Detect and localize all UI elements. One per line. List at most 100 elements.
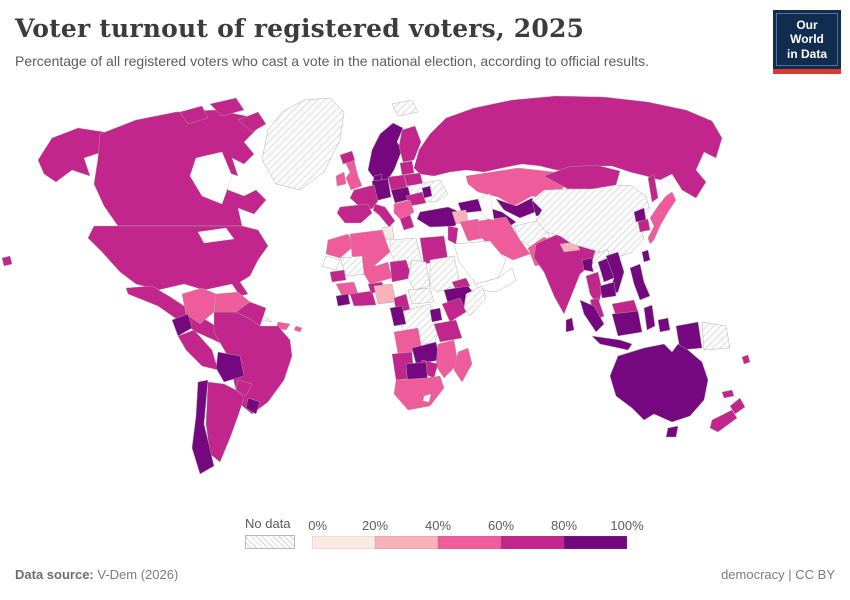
region-ecuador[interactable] <box>171 313 193 337</box>
region-new-zealand[interactable] <box>709 409 738 433</box>
region-fiji[interactable] <box>741 354 751 365</box>
region-chad[interactable] <box>407 259 431 291</box>
region-france[interactable] <box>349 184 379 210</box>
no-data-label: No data <box>245 516 291 531</box>
region-puerto-rico[interactable] <box>293 325 303 333</box>
region-vietnam[interactable] <box>605 251 625 297</box>
region-mozambique[interactable] <box>435 339 459 379</box>
region-scandinavia[interactable] <box>367 122 404 182</box>
legend-swatch-40-60[interactable] <box>438 536 501 549</box>
region-morocco[interactable] <box>325 233 355 259</box>
region-sulawesi[interactable] <box>643 304 656 331</box>
region-alaska[interactable] <box>37 127 105 183</box>
region-moldova[interactable] <box>421 185 433 199</box>
region-greenland[interactable] <box>261 97 345 191</box>
no-data-swatch[interactable] <box>245 535 295 549</box>
region-sri-lanka[interactable] <box>565 317 575 333</box>
region-canada-arctic[interactable] <box>237 111 267 133</box>
region-gabon-congo[interactable] <box>389 305 407 327</box>
region-new-zealand[interactable] <box>729 397 746 415</box>
great-lakes <box>197 227 235 244</box>
region-borneo-indonesia[interactable] <box>611 310 643 337</box>
region-iran[interactable] <box>477 216 531 261</box>
legend-tick-20: 20% <box>361 518 389 533</box>
region-cambodia[interactable] <box>599 281 617 299</box>
legend-swatch-80-100[interactable] <box>564 536 627 549</box>
region-tunisia[interactable] <box>381 225 395 241</box>
region-baltics[interactable] <box>399 160 415 176</box>
region-libya[interactable] <box>389 237 423 267</box>
region-tasmania[interactable] <box>665 425 679 438</box>
region-guyanas[interactable] <box>235 301 267 327</box>
region-iceland[interactable] <box>339 150 356 165</box>
region-ireland[interactable] <box>335 171 347 187</box>
region-senegal[interactable] <box>329 269 347 283</box>
region-italy[interactable] <box>372 203 396 228</box>
region-canada-arctic[interactable] <box>209 97 245 117</box>
region-usa[interactable] <box>87 225 269 297</box>
region-uk[interactable] <box>345 159 363 191</box>
region-maluku[interactable] <box>657 317 671 333</box>
data-source: Data source: V-Dem (2026) <box>15 567 178 582</box>
region-south-africa[interactable] <box>393 375 445 411</box>
caspian-sea <box>477 193 495 221</box>
region-uganda[interactable] <box>429 307 443 323</box>
legend-swatch-0-20[interactable] <box>312 536 375 549</box>
region-hawaii[interactable] <box>1 255 13 267</box>
region-central-african-republic[interactable] <box>407 287 435 305</box>
region-tanzania[interactable] <box>433 319 463 343</box>
legend-tick-0: 0% <box>308 518 328 533</box>
region-west-papua[interactable] <box>675 321 703 351</box>
region-sakhalin[interactable] <box>647 173 659 203</box>
region-argentina[interactable] <box>205 381 245 463</box>
region-western-sahara[interactable] <box>321 255 341 271</box>
license-note[interactable]: democracy | CC BY <box>721 567 835 582</box>
legend-swatch-20-40[interactable] <box>375 536 438 549</box>
region-taiwan[interactable] <box>641 249 651 263</box>
region-somalia[interactable] <box>463 285 487 317</box>
legend-segments <box>312 536 627 549</box>
region-svalbard[interactable] <box>391 99 419 117</box>
legend-tick-100: 100% <box>610 518 644 533</box>
region-paraguay[interactable] <box>235 379 253 397</box>
region-ivory-ghana[interactable] <box>349 290 377 307</box>
legend-color-bar: 0% 20% 40% 60% 80% 100% <box>308 518 644 549</box>
region-turkey[interactable] <box>416 206 463 228</box>
region-liberia[interactable] <box>335 293 351 307</box>
chart-footer: Data source: V-Dem (2026) democracy | CC… <box>15 567 835 582</box>
region-sumatra[interactable] <box>579 299 605 333</box>
region-chile[interactable] <box>191 379 215 475</box>
region-australia[interactable] <box>609 343 709 423</box>
owid-logo[interactable]: Our World in Data <box>773 10 841 75</box>
map-legend: No data 0% 20% 40% 60% 80% 100% <box>245 516 644 549</box>
region-java[interactable] <box>591 335 633 351</box>
legend-swatch-60-80[interactable] <box>501 536 564 549</box>
region-russia[interactable] <box>413 95 723 199</box>
data-source-value: V-Dem (2026) <box>93 567 179 582</box>
region-canada-arctic[interactable] <box>179 105 209 125</box>
region-bolivia[interactable] <box>215 351 245 383</box>
owid-logo-text: Our World in Data <box>776 13 838 67</box>
region-greece[interactable] <box>399 214 415 231</box>
region-uruguay[interactable] <box>245 397 261 415</box>
region-kenya[interactable] <box>441 297 467 323</box>
page-title: Voter turnout of registered voters, 2025 <box>15 14 585 43</box>
chart-subtitle: Percentage of all registered voters who … <box>15 53 649 69</box>
region-new-caledonia[interactable] <box>721 389 735 399</box>
region-philippines[interactable] <box>629 263 651 301</box>
hudson-bay <box>189 151 233 205</box>
region-japan[interactable] <box>647 191 677 245</box>
region-canada[interactable] <box>93 109 267 227</box>
region-israel-jordan[interactable] <box>447 225 459 245</box>
region-papua-new-guinea[interactable] <box>701 321 731 351</box>
region-lesotho[interactable] <box>422 393 432 403</box>
region-china[interactable] <box>531 184 651 259</box>
region-madagascar[interactable] <box>453 347 473 383</box>
legend-tick-80: 80% <box>550 518 578 533</box>
region-finland[interactable] <box>398 125 422 163</box>
region-iberia[interactable] <box>336 203 373 224</box>
region-south-korea[interactable] <box>637 218 651 233</box>
region-thailand[interactable] <box>585 271 603 307</box>
region-nigeria[interactable] <box>373 283 397 305</box>
